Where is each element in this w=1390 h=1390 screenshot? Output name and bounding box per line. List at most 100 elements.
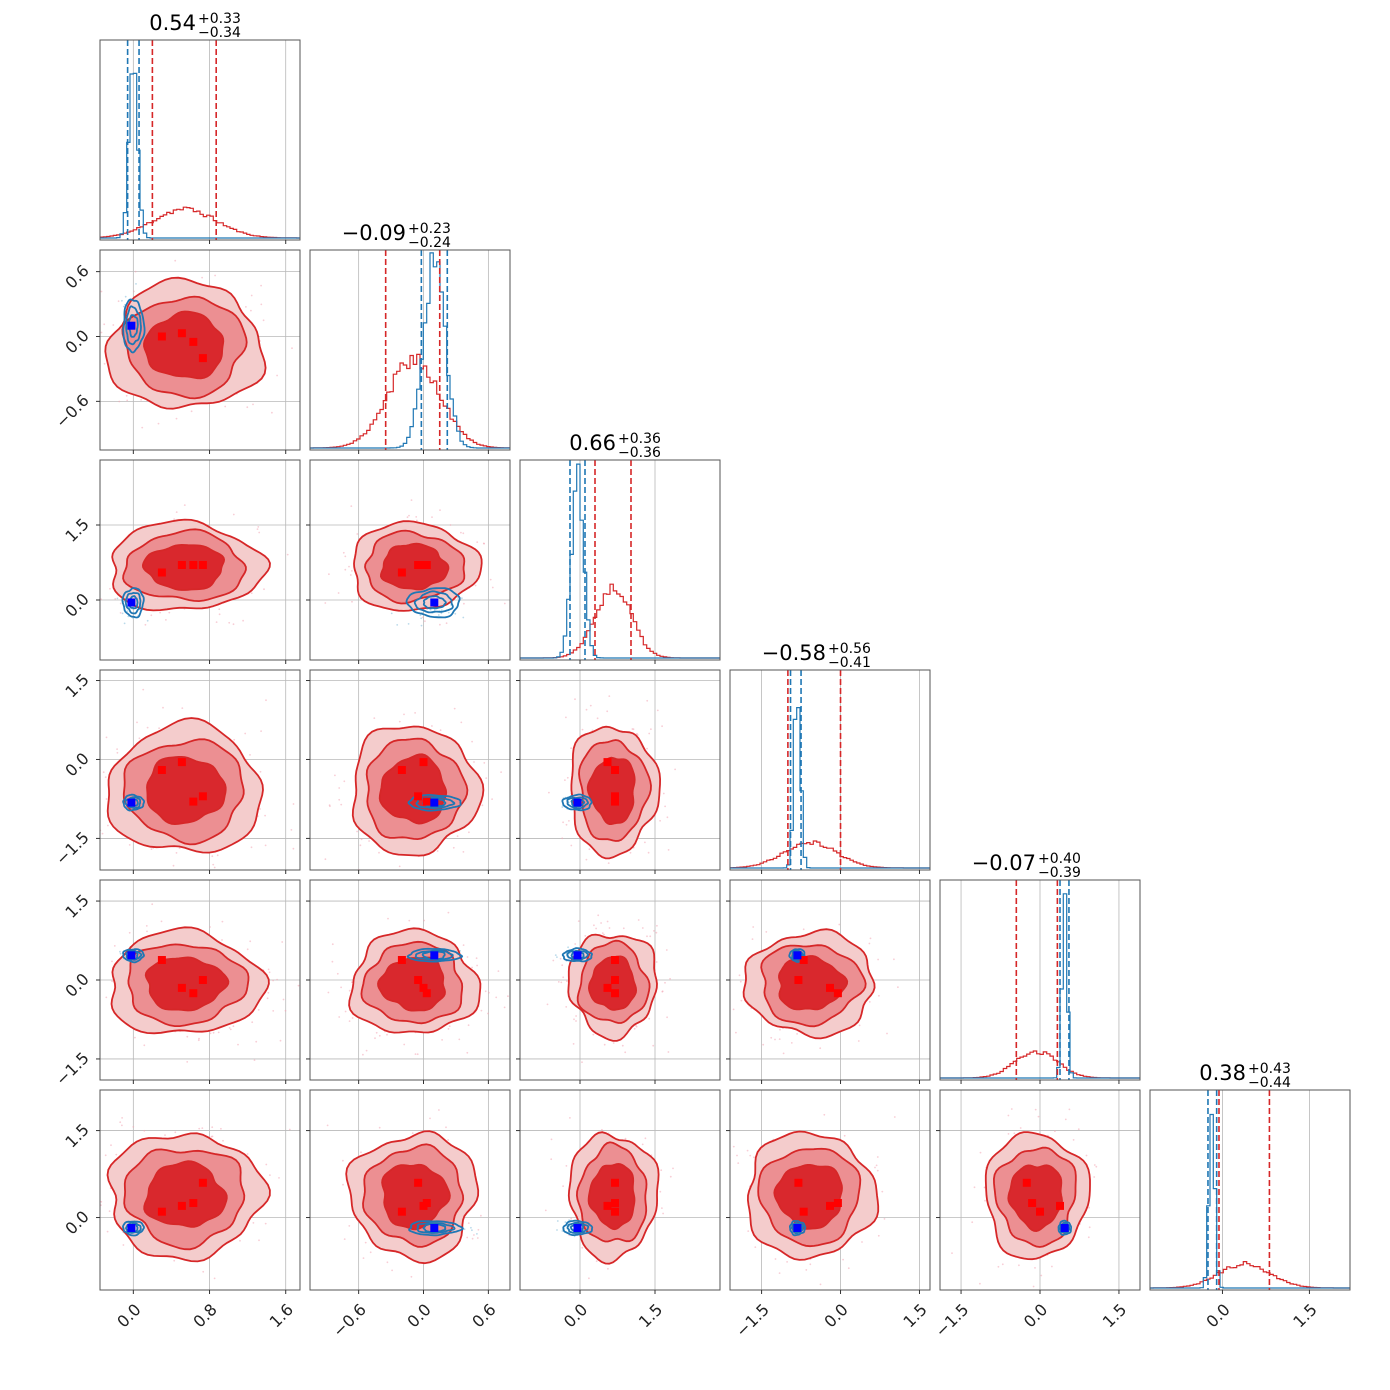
contour-b-1: [124, 796, 141, 810]
scatter-point-a: [134, 270, 137, 273]
truth-marker-a: [1036, 1207, 1044, 1216]
scatter-point-a: [276, 978, 278, 981]
scatter-point-a: [224, 405, 227, 408]
scatter-point-a: [344, 1010, 347, 1013]
x-tick-label-0: 0.0: [560, 1300, 591, 1331]
scatter-point-a: [448, 1025, 451, 1028]
scatter-point-a: [398, 865, 401, 868]
scatter-point-a: [215, 621, 218, 623]
scatter-point-a: [606, 920, 609, 923]
scatter-point-a: [213, 1277, 216, 1280]
scatter-point-a: [106, 1230, 109, 1233]
histogram-a: [1150, 1261, 1350, 1289]
scatter-point-a: [476, 541, 479, 543]
contour-b-0: [122, 948, 145, 964]
scatter-point-a: [119, 1121, 122, 1124]
panel-3-1: [306, 669, 511, 874]
scatter-point-a: [588, 1277, 590, 1280]
scatter-point-a: [608, 695, 611, 697]
panel-frame: [729, 1089, 931, 1291]
scatter-point-b: [556, 956, 558, 958]
panel-content: [730, 1090, 930, 1290]
scatter-point-a: [868, 1001, 871, 1003]
scatter-point-a: [88, 1013, 90, 1015]
contour-b-0: [561, 793, 593, 812]
scatter-point-a: [265, 1163, 268, 1166]
scatter-point-a: [550, 1138, 553, 1141]
panel-frame: [309, 669, 511, 871]
scatter-point-b: [396, 624, 399, 626]
scatter-point-b: [564, 1221, 567, 1223]
x-tick-label-0: −1.5: [931, 1300, 972, 1341]
scatter-point-a: [338, 798, 341, 801]
scatter-point-a: [495, 996, 498, 999]
truth-marker-a: [419, 758, 428, 767]
scatter-point-a: [460, 531, 462, 534]
scatter-point-a: [244, 732, 247, 735]
scatter-point-a: [119, 602, 122, 605]
contour-b-0: [407, 794, 462, 812]
scatter-point-a: [110, 1144, 112, 1147]
scatter-point-a: [146, 930, 148, 933]
scatter-point-a: [473, 1234, 475, 1236]
scatter-point-a: [595, 1260, 598, 1263]
scatter-point-a: [284, 1009, 287, 1012]
scatter-point-a: [1013, 1132, 1016, 1135]
scatter-point-a: [245, 306, 247, 308]
scatter-point-a: [431, 516, 433, 518]
scatter-point-a: [132, 1126, 135, 1128]
scatter-point-b: [447, 611, 450, 614]
scatter-point-a: [416, 1053, 419, 1056]
scatter-point-a: [503, 602, 506, 605]
scatter-point-a: [661, 1207, 663, 1209]
scatter-point-a: [114, 598, 117, 600]
scatter-point-a: [343, 1238, 346, 1240]
panel-2-1: [306, 459, 511, 664]
scatter-point-a: [80, 555, 82, 557]
scatter-point-a: [257, 526, 260, 528]
truth-marker-b: [793, 1224, 802, 1232]
truth-marker-a: [177, 1201, 186, 1210]
scatter-point-a: [596, 717, 599, 720]
truth-marker-a: [189, 561, 198, 569]
title-plus: +0.23: [408, 221, 451, 237]
scatter-point-a: [150, 848, 153, 850]
y-tick-label-2: 0.6: [61, 261, 92, 292]
scatter-point-a: [581, 1061, 583, 1064]
scatter-point-a: [581, 1246, 584, 1249]
scatter-point-a: [267, 968, 270, 971]
scatter-point-a: [462, 532, 465, 535]
scatter-point-a: [138, 737, 141, 740]
scatter-point-a: [584, 935, 587, 937]
scatter-point-a: [653, 930, 655, 932]
scatter-point-a: [201, 1127, 204, 1129]
histogram-b: [1150, 1113, 1350, 1289]
scatter-point-a: [209, 1032, 212, 1035]
scatter-point-a: [608, 927, 611, 929]
scatter-point-a: [548, 791, 550, 794]
scatter-point-a: [183, 504, 186, 506]
scatter-point-a: [250, 309, 252, 312]
scatter-point-a: [165, 619, 167, 621]
scatter-point-a: [737, 1162, 740, 1164]
scatter-point-a: [574, 943, 577, 945]
contour-a-inner: [778, 955, 849, 1011]
scatter-point-a: [260, 303, 263, 306]
scatter-point-a: [546, 1003, 549, 1006]
scatter-point-a: [732, 1145, 735, 1148]
x-tick-label-1: 0.0: [820, 1300, 851, 1331]
contour-b-0: [1057, 1219, 1072, 1236]
truth-marker-a: [397, 568, 406, 577]
scatter-point-a: [100, 598, 102, 601]
scatter-point-a: [237, 1043, 239, 1046]
scatter-point-a: [601, 932, 604, 934]
scatter-point-a: [387, 917, 389, 920]
contour-b-0: [121, 587, 145, 619]
scatter-point-a: [637, 919, 640, 921]
truth-marker-a: [157, 766, 166, 774]
histogram-a: [730, 840, 930, 869]
scatter-point-a: [876, 1169, 879, 1172]
scatter-point-a: [467, 1222, 470, 1224]
scatter-point-a: [439, 729, 442, 732]
scatter-point-a: [452, 846, 455, 849]
